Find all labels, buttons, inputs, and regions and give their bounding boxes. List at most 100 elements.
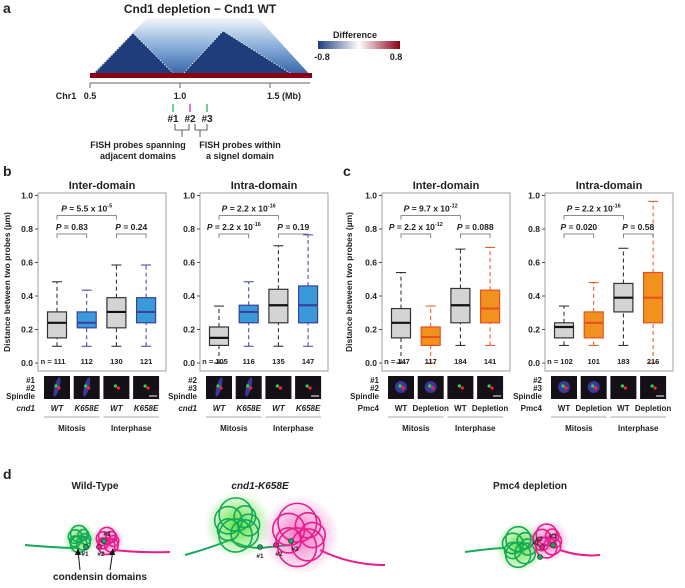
- gene-label: cnd1: [178, 404, 197, 413]
- note-within: a signel domain: [206, 151, 274, 161]
- n-label: 121: [140, 357, 153, 366]
- chart-title: Intra-domain: [576, 180, 643, 192]
- chrom-label: Chr1: [56, 91, 77, 101]
- plot-frame: [37, 192, 167, 372]
- probe-marker-label: #3: [291, 546, 299, 553]
- micrograph: 1 µm: [295, 376, 322, 399]
- channel-label: Spindle: [350, 392, 379, 401]
- colorbar-max: 0.8: [390, 52, 403, 62]
- note-adjacent: FISH probes spanning: [90, 140, 186, 150]
- boxplot-b-1: Intra-domain 0.0 0.2 0.4 0.6 0.8 1.0 n = 105 116…: [168, 180, 329, 433]
- y-tick-label: 1.0: [183, 191, 195, 201]
- colorbar-label: Difference: [333, 30, 377, 40]
- colorbar-min: -0.8: [314, 52, 330, 62]
- n-label: 112: [81, 357, 93, 366]
- channel-label: #1: [26, 376, 35, 385]
- p-value: P = 0.83: [56, 222, 88, 232]
- p-bracket: [563, 233, 595, 239]
- y-tick-label: 0.0: [21, 358, 33, 368]
- panel-label-c: c: [343, 163, 351, 179]
- probe-marker-label: #2: [97, 551, 105, 558]
- y-tick-label: 0.4: [183, 291, 195, 301]
- probe-marker-label: #3: [103, 531, 111, 538]
- panel-label-d: d: [3, 466, 12, 482]
- y-tick-label: 0.2: [365, 325, 377, 335]
- probe-marker: [273, 542, 279, 548]
- n-label: n = 102: [547, 357, 573, 366]
- gene-label: Pmc4: [521, 404, 543, 413]
- y-axis-label: Distance between two probes (µm): [344, 212, 354, 352]
- y-tick-label: 1.0: [528, 191, 540, 201]
- channel-label: Spindle: [513, 392, 542, 401]
- y-tick-label: 0.0: [365, 358, 377, 368]
- phase-label: Mitosis: [402, 424, 430, 433]
- n-label: 130: [110, 357, 123, 366]
- condition-label: WT: [51, 404, 65, 413]
- phase-label: Mitosis: [58, 424, 86, 433]
- condition-label: K658E: [74, 404, 99, 413]
- model-title: cnd1-K658E: [231, 481, 289, 492]
- box: [208, 326, 230, 347]
- channel-label: #2: [26, 384, 35, 393]
- micrograph: [103, 376, 130, 399]
- condition-label: WT: [454, 404, 467, 413]
- p-value: P = 9.7 x 10-12: [404, 204, 458, 214]
- phase-label: Interphase: [618, 424, 659, 433]
- p-bracket: [218, 233, 250, 239]
- n-label: 116: [243, 357, 255, 366]
- y-tick-label: 0.8: [528, 224, 540, 234]
- n-label: 184: [454, 357, 467, 366]
- box: [76, 311, 97, 329]
- n-label: n = 147: [384, 357, 410, 366]
- scale-bar-label: 1 µm: [147, 390, 160, 396]
- condition-label: WT: [272, 404, 286, 413]
- condition-label: K658E: [134, 404, 159, 413]
- probe-marker: [539, 544, 545, 550]
- probe-marker-label: #2: [275, 551, 283, 558]
- n-label: 135: [272, 357, 285, 366]
- p-bracket: [400, 215, 461, 220]
- y-tick-label: 0.8: [365, 224, 377, 234]
- p-value: P = 2.2 x 10-16: [222, 204, 276, 214]
- note-within: FISH probes within: [199, 140, 281, 150]
- probe-label: #3: [201, 114, 213, 125]
- arrow-head: [109, 548, 115, 555]
- y-tick-label: 0.8: [183, 224, 195, 234]
- p-bracket: [56, 215, 117, 220]
- n-label: 147: [302, 357, 315, 366]
- n-label: 101: [587, 357, 600, 366]
- p-bracket: [623, 233, 654, 239]
- probe-marker: [550, 542, 556, 548]
- y-tick-label: 0.6: [365, 258, 377, 268]
- scale-bar-label: 1 µm: [654, 390, 667, 396]
- y-tick-label: 0.2: [21, 325, 33, 335]
- plot-frame: [381, 192, 511, 372]
- probe-label: #1: [167, 114, 179, 125]
- p-value: P = 0.19: [277, 222, 309, 232]
- annotation: condensin domains: [53, 572, 147, 583]
- box: [480, 289, 501, 324]
- scale-bar-label: 1 µm: [491, 390, 504, 396]
- heatmap-title: Cnd1 depletion − Cnd1 WT: [124, 2, 277, 16]
- probe-marker-label: #3: [549, 533, 557, 540]
- probe-marker: [537, 554, 543, 560]
- n-label: n = 105: [202, 357, 228, 366]
- plot-frame: [199, 192, 329, 372]
- arrow-head: [75, 548, 81, 555]
- probe-marker: [101, 538, 107, 544]
- probe-marker-label: #1: [532, 540, 540, 547]
- p-value: P = 0.24: [115, 222, 147, 232]
- y-tick-label: 0.2: [528, 325, 540, 335]
- y-tick-label: 0.6: [21, 258, 33, 268]
- p-value: P = 0.020: [561, 222, 598, 232]
- green-domain: [204, 491, 272, 559]
- magenta-domain: [91, 524, 125, 558]
- probe-brackets: [174, 124, 208, 137]
- y-tick-label: 0.6: [528, 258, 540, 268]
- plot-frame: [544, 192, 674, 372]
- gene-label: Pmc4: [358, 404, 380, 413]
- micrograph: 1 µm: [477, 376, 504, 399]
- probe-marker: [288, 538, 294, 544]
- genome-axis: [89, 82, 310, 88]
